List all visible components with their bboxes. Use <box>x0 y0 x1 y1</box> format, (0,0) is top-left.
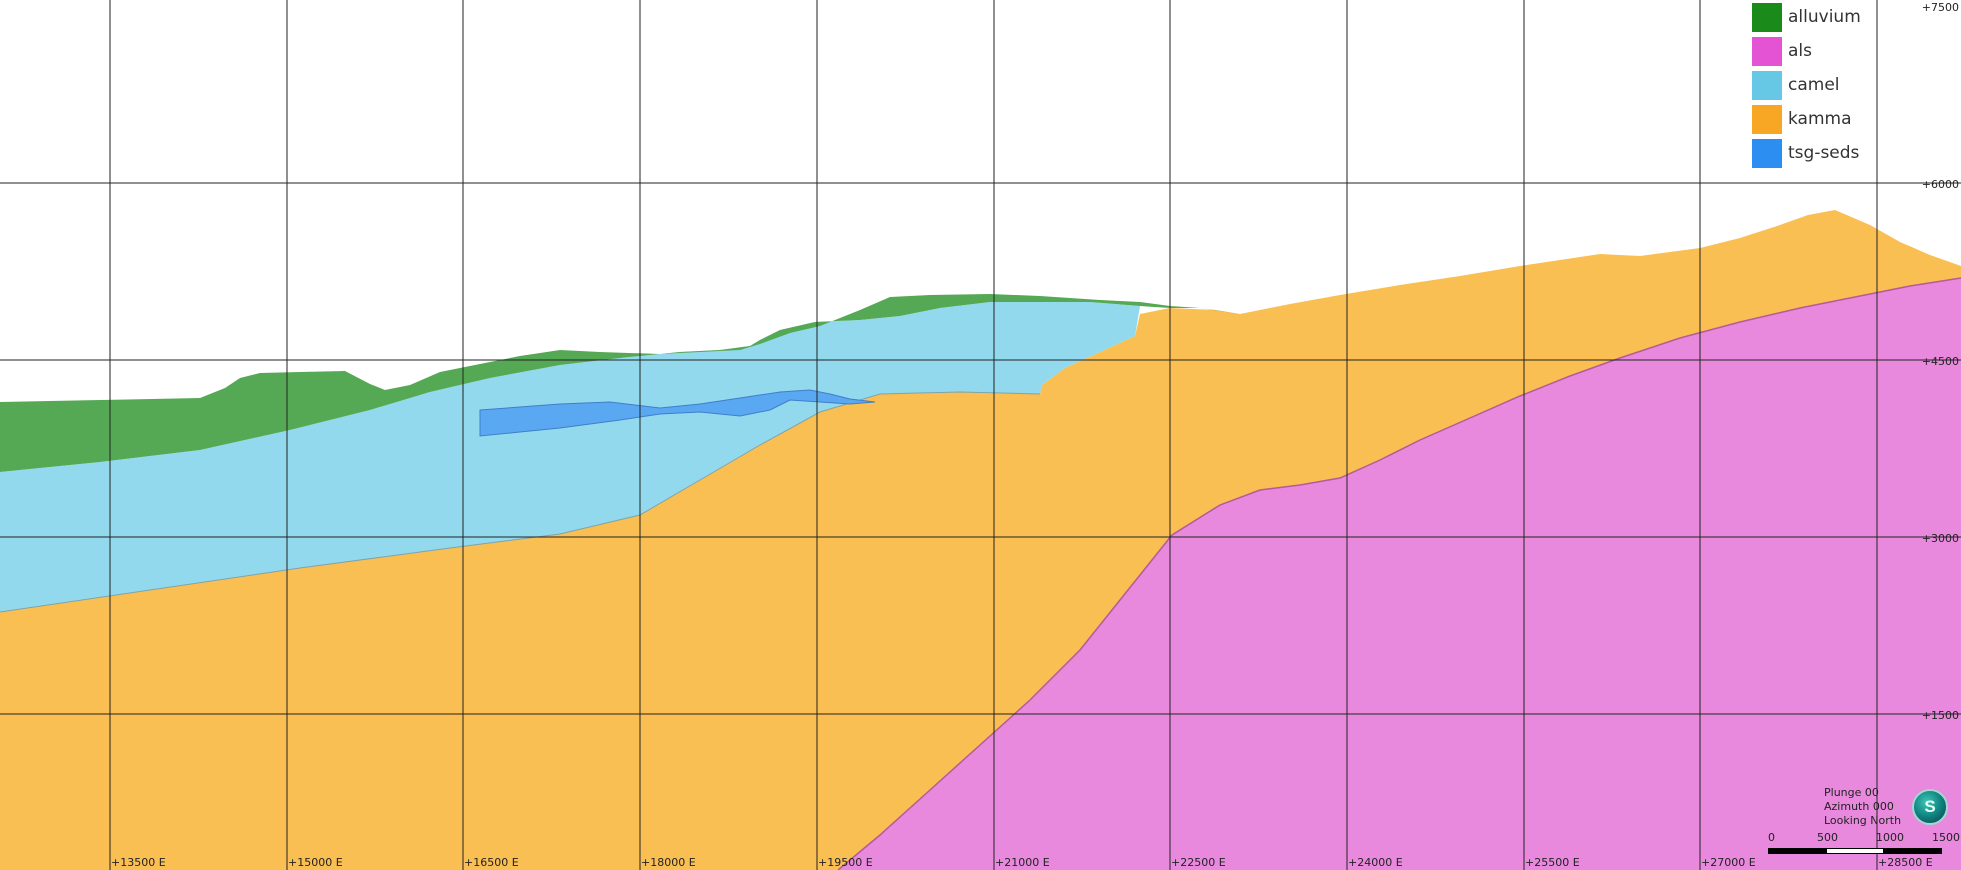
legend-swatch <box>1752 138 1782 168</box>
y-axis-tick-label: +6000 <box>1921 178 1959 191</box>
camel-base-line <box>0 391 1041 613</box>
x-axis-tick-label: +27000 E <box>1701 856 1756 869</box>
legend-item-camel: camel <box>1752 68 1861 102</box>
als-contact-line <box>837 277 1961 870</box>
als-unit <box>838 278 1961 870</box>
legend-item-kamma: kamma <box>1752 102 1861 136</box>
x-axis-tick-label: +16500 E <box>464 856 519 869</box>
azimuth-text: Azimuth 000 <box>1824 800 1894 813</box>
x-axis-tick-label: +19500 E <box>818 856 873 869</box>
y-axis-tick-label: +7500 <box>1921 1 1959 14</box>
x-axis-tick-label: +15000 E <box>288 856 343 869</box>
legend-label: camel <box>1788 75 1840 95</box>
scale-bar-label: 500 <box>1817 831 1838 844</box>
tsg-seds-unit <box>479 389 876 437</box>
x-axis-tick-label: +13500 E <box>111 856 166 869</box>
legend-label: kamma <box>1788 109 1852 129</box>
legend-swatch <box>1752 104 1782 134</box>
scale-bar-segment <box>1768 848 1826 854</box>
x-axis-tick-label: +28500 E <box>1878 856 1933 869</box>
looking-text: Looking North <box>1824 814 1902 827</box>
legend-label: tsg-seds <box>1788 143 1860 163</box>
legend-item-alluvium: alluvium <box>1752 0 1861 34</box>
legend-swatch <box>1752 2 1782 32</box>
legend-swatch <box>1752 36 1782 66</box>
scale-bar-segment <box>1826 848 1884 854</box>
legend: alluvium als camel kamma tsg-seds <box>1752 0 1861 170</box>
y-axis-tick-label: +4500 <box>1921 355 1959 368</box>
legend-swatch <box>1752 70 1782 100</box>
x-axis-tick-label: +22500 E <box>1171 856 1226 869</box>
scale-bar-label: 0 <box>1768 831 1775 844</box>
legend-item-als: als <box>1752 34 1861 68</box>
plunge-text: Plunge 00 <box>1824 786 1879 799</box>
x-axis-tick-label: +21000 E <box>995 856 1050 869</box>
scale-bar-label: 1000 <box>1876 831 1904 844</box>
y-axis-tick-label: +1500 <box>1921 709 1959 722</box>
alluvium-unit <box>0 294 1240 472</box>
x-axis-tick-label: +24000 E <box>1348 856 1403 869</box>
compass-icon[interactable]: S <box>1912 789 1948 825</box>
legend-label: alluvium <box>1788 7 1861 27</box>
legend-label: als <box>1788 41 1812 61</box>
y-axis-tick-label: +3000 <box>1921 532 1959 545</box>
view-info: Plunge 00 Azimuth 000 Looking North <box>1824 786 1901 828</box>
scale-bar-segment <box>1884 848 1942 854</box>
x-axis-tick-label: +25500 E <box>1525 856 1580 869</box>
legend-item-tsg-seds: tsg-seds <box>1752 136 1861 170</box>
camel-unit <box>0 302 1140 612</box>
scale-bar-label: 1500 <box>1932 831 1960 844</box>
x-axis-tick-label: +18000 E <box>641 856 696 869</box>
